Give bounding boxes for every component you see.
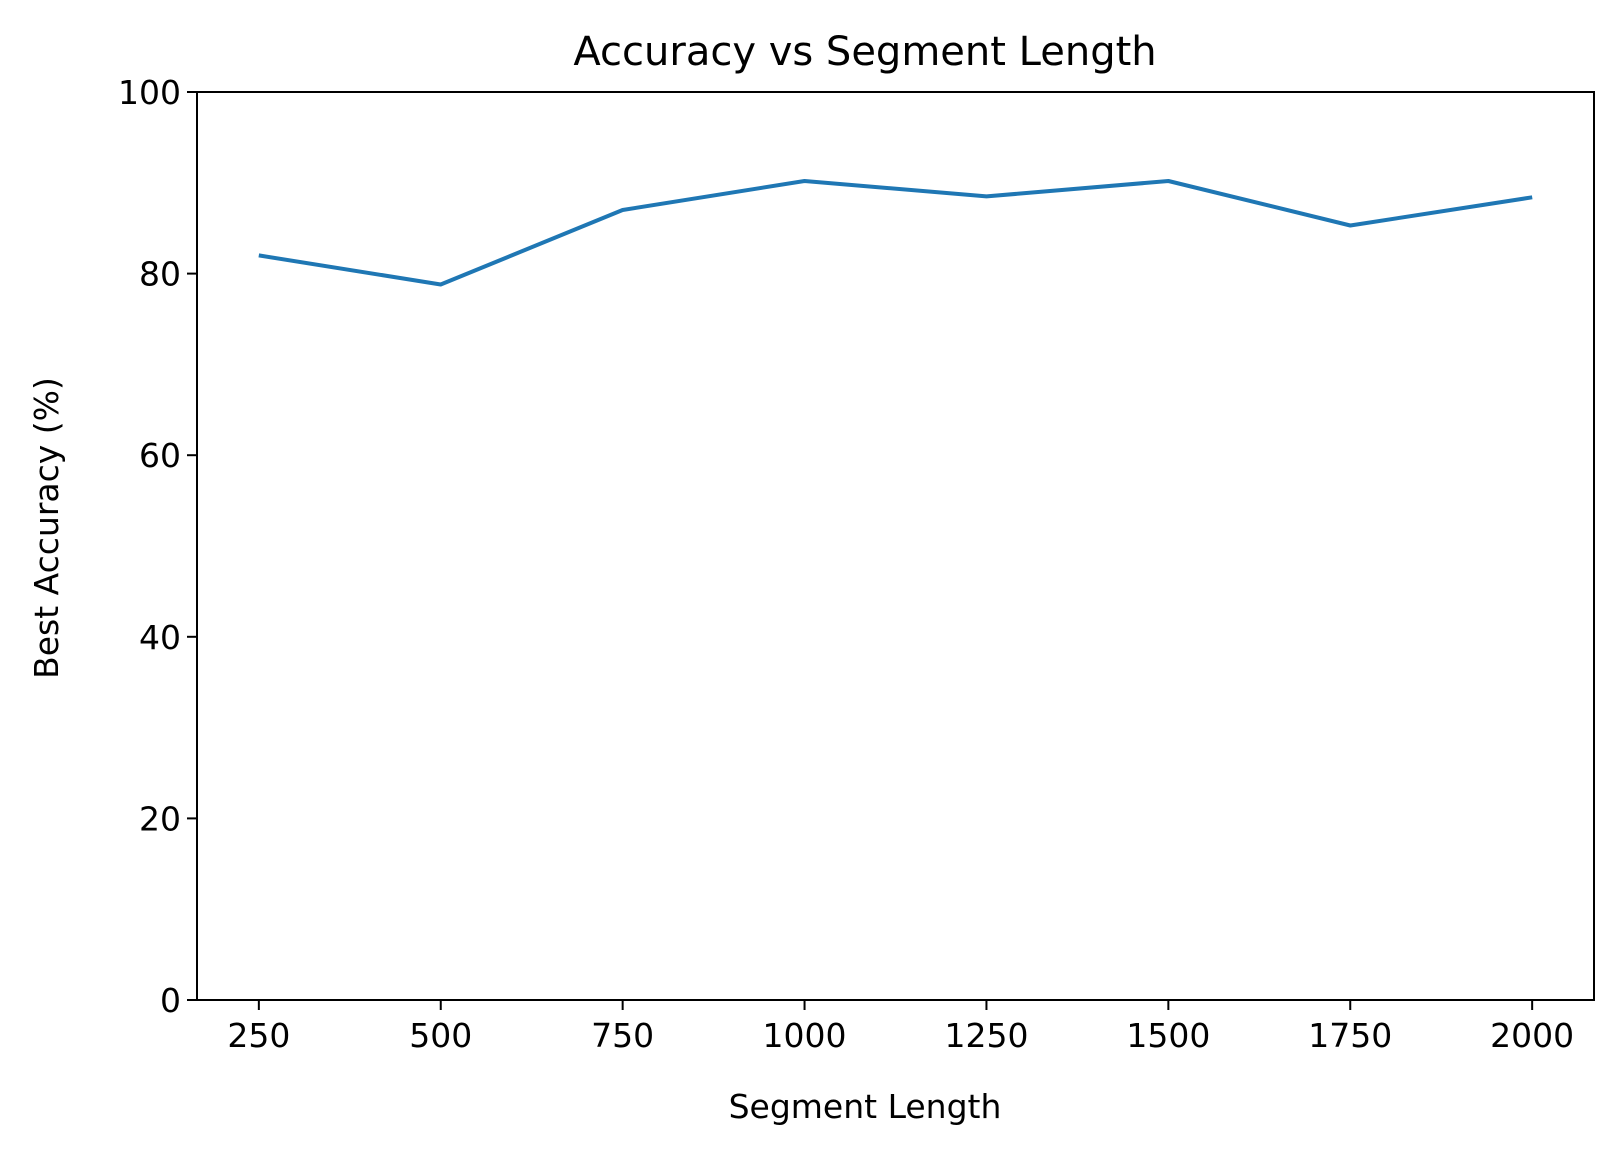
x-tick-label: 1750 bbox=[1308, 1016, 1392, 1055]
y-tick-label: 80 bbox=[139, 255, 181, 294]
x-tick-label: 500 bbox=[409, 1016, 472, 1055]
series-group bbox=[258, 179, 1533, 287]
x-tick-label: 250 bbox=[227, 1016, 290, 1055]
x-tick-label: 750 bbox=[591, 1016, 654, 1055]
y-axis-ticks: 0 20 40 60 80 100 bbox=[118, 73, 197, 1020]
plot-frame bbox=[196, 91, 1595, 1001]
plot-area: 0 20 40 60 80 100 250 500 750 1000 1250 1500 1750 20… bbox=[118, 73, 1595, 1055]
x-tick-label: 1500 bbox=[1126, 1016, 1210, 1055]
series-line bbox=[258, 179, 1533, 287]
x-axis-ticks: 250 500 750 1000 1250 1500 1750 2000 bbox=[227, 1000, 1574, 1055]
y-tick-label: 0 bbox=[160, 981, 181, 1020]
chart-title: Accuracy vs Segment Length bbox=[573, 29, 1156, 75]
y-tick-label: 40 bbox=[139, 618, 181, 657]
y-tick-label: 100 bbox=[118, 73, 181, 112]
x-tick-label: 1250 bbox=[944, 1016, 1028, 1055]
y-axis-label: Best Accuracy (%) bbox=[27, 377, 66, 679]
y-tick-label: 20 bbox=[139, 799, 181, 838]
x-axis-label: Segment Length bbox=[729, 1087, 1002, 1126]
x-tick-label: 1000 bbox=[763, 1016, 847, 1055]
x-tick-label: 2000 bbox=[1490, 1016, 1574, 1055]
y-tick-label: 60 bbox=[139, 436, 181, 475]
